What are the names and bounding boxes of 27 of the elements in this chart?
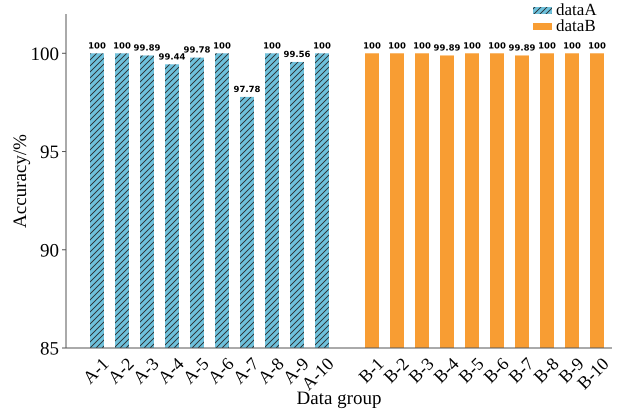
y-tick-label: 85 bbox=[40, 338, 59, 360]
data-label: 100 bbox=[88, 41, 106, 52]
data-label: 99.44 bbox=[158, 52, 186, 62]
data-label: 100 bbox=[463, 41, 481, 52]
y-tick-label: 95 bbox=[40, 142, 59, 164]
data-label: 100 bbox=[488, 41, 506, 52]
y-tick-label: 100 bbox=[30, 44, 59, 65]
data-label: 99.89 bbox=[508, 43, 536, 54]
data-label: 97.78 bbox=[234, 84, 261, 95]
y-axis-title: Accuracy/% bbox=[10, 134, 31, 228]
legend-label: dataB bbox=[556, 16, 596, 35]
data-label: 99.56 bbox=[284, 50, 311, 60]
data-label: 100 bbox=[363, 41, 381, 52]
data-label: 100 bbox=[538, 41, 556, 52]
data-label: 100 bbox=[213, 41, 231, 52]
data-label: 100 bbox=[588, 41, 606, 52]
data-label: 99.89 bbox=[434, 43, 461, 54]
data-label: 100 bbox=[413, 41, 431, 52]
data-label: 100 bbox=[263, 41, 281, 52]
data-label: 100 bbox=[313, 41, 331, 52]
legend-label: dataA bbox=[556, 0, 598, 19]
data-label: 100 bbox=[563, 41, 581, 52]
data-label: 100 bbox=[113, 41, 131, 52]
data-label: 100 bbox=[388, 41, 406, 52]
y-tick-label: 90 bbox=[40, 240, 59, 262]
data-label: 99.78 bbox=[184, 46, 211, 56]
data-label: 99.89 bbox=[134, 43, 161, 54]
